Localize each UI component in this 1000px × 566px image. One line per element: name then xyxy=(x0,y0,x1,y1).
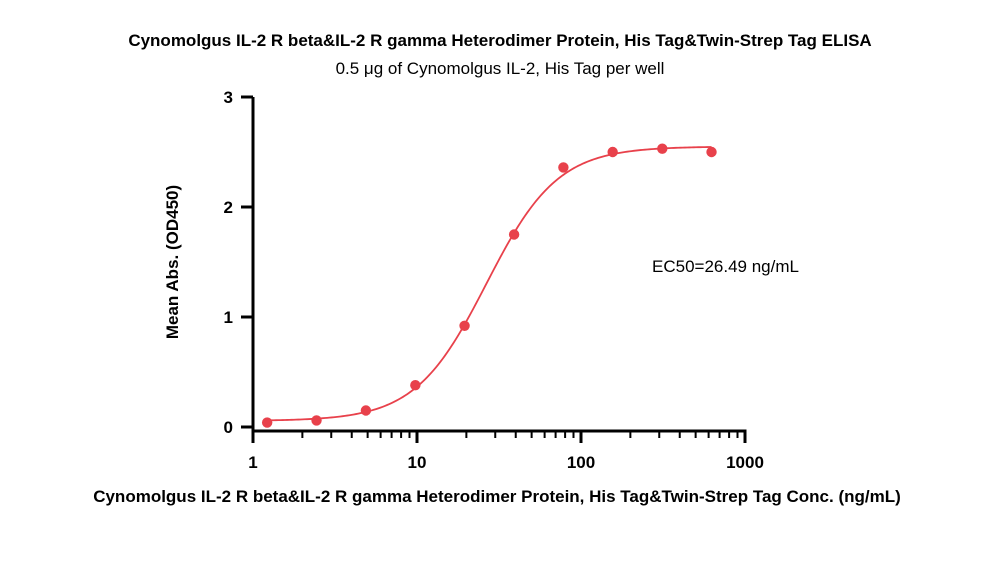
data-point xyxy=(706,146,717,158)
fit-curve xyxy=(267,146,712,422)
data-point xyxy=(508,229,520,240)
data-point xyxy=(360,405,372,416)
x-tick-label: 1000 xyxy=(726,453,764,472)
x-tick-label: 1 xyxy=(248,453,257,472)
x-axis-label: Cynomolgus IL-2 R beta&IL-2 R gamma Hete… xyxy=(93,487,901,506)
ec50-annotation: EC50=26.49 ng/mL xyxy=(652,257,799,276)
y-axis-label: Mean Abs. (OD450) xyxy=(163,185,182,339)
data-point xyxy=(459,320,470,331)
x-tick-label: 10 xyxy=(408,453,427,472)
data-point xyxy=(311,415,322,426)
data-point xyxy=(558,162,569,173)
y-tick-label: 0 xyxy=(224,418,233,437)
data-point xyxy=(410,380,421,391)
y-tick-label: 3 xyxy=(224,88,233,107)
x-tick-label: 100 xyxy=(567,453,595,472)
data-point xyxy=(261,417,273,428)
chart-subtitle: 0.5 μg of Cynomolgus IL-2, His Tag per w… xyxy=(336,59,665,78)
data-point xyxy=(607,146,618,158)
y-tick-label: 2 xyxy=(224,198,233,217)
data-point xyxy=(657,143,668,154)
chart-title: Cynomolgus IL-2 R beta&IL-2 R gamma Hete… xyxy=(128,31,871,50)
y-tick-label: 1 xyxy=(224,308,233,327)
